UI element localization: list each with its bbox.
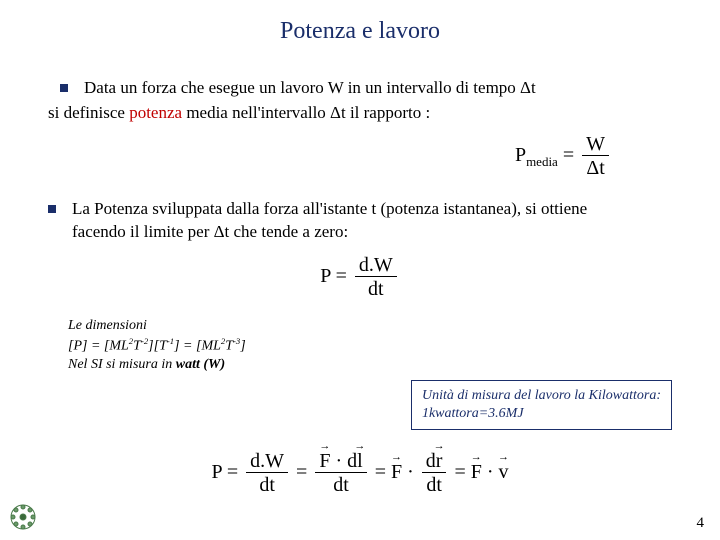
- bullet-icon: [48, 205, 56, 213]
- f1-sub: media: [526, 154, 558, 169]
- f3-f3d: dt: [422, 473, 447, 497]
- f2-lhs: P =: [320, 265, 352, 287]
- formula-chain: P = d.Wdt = →F · d→ldt = →F · d→rdt = →F…: [0, 450, 720, 497]
- f3-f2d: dt: [315, 473, 366, 497]
- vec-l: l: [357, 450, 363, 472]
- dims-l3: Nel SI si misura in watt (W): [68, 356, 672, 375]
- slide: Potenza e lavoro Data un forza che esegu…: [0, 0, 720, 540]
- vec-F3: F: [471, 461, 482, 483]
- f3-dot3: ·: [482, 461, 499, 483]
- dims-si: Nel SI si misura in: [68, 357, 176, 372]
- f2-den: dt: [355, 277, 397, 301]
- dims-t: ]: [240, 338, 245, 353]
- vec-r: r: [436, 450, 443, 472]
- f3-dot: · d: [330, 450, 357, 472]
- unit-l1: Unità di misura del lavoro la Kilowattor…: [422, 387, 661, 405]
- vec-F2: F: [391, 461, 402, 483]
- vec-v: v: [499, 461, 509, 483]
- dims-l2: [P] = [ML2T-2][T-1] = [ML2T-3]: [68, 336, 672, 357]
- f1-lhs: P: [515, 144, 526, 166]
- f3-f3n: d→r: [422, 450, 447, 473]
- p2-line1: La Potenza sviluppata dalla forza all'is…: [72, 198, 587, 221]
- f3-f1d: dt: [246, 473, 288, 497]
- f3-eq1: =: [291, 461, 312, 483]
- logo-icon: [8, 502, 38, 532]
- d: d: [426, 450, 436, 472]
- formula-p-inst: P = d.Wdt: [48, 254, 672, 301]
- p1-potenza: potenza: [129, 103, 182, 122]
- dims-t: ][T: [148, 338, 167, 353]
- dims-s: -1: [167, 336, 174, 346]
- dims-t: T: [133, 338, 141, 353]
- dims-t: ] = [ML: [174, 338, 221, 353]
- dims-t: T: [225, 338, 233, 353]
- f1-den: Δt: [582, 156, 609, 180]
- formula-pmedia: Pmedia = WΔt: [48, 133, 612, 180]
- bullet-icon: [60, 84, 68, 92]
- f1-eq: =: [558, 144, 579, 166]
- f3-eq3: =: [449, 461, 470, 483]
- p2-line2: facendo il limite per Δt che tende a zer…: [72, 221, 587, 244]
- paragraph-1: Data un forza che esegue un lavoro W in …: [48, 77, 672, 125]
- vec-F: F: [319, 450, 330, 472]
- p1-line2a: si definisce: [48, 103, 129, 122]
- paragraph-2: La Potenza sviluppata dalla forza all'is…: [48, 198, 672, 244]
- unit-box: Unità di misura del lavoro la Kilowattor…: [411, 380, 672, 430]
- f3-eq2: =: [370, 461, 391, 483]
- f3-f2n: →F · d→l: [315, 450, 366, 473]
- dims-watt: watt (W): [176, 357, 225, 372]
- dimensions-block: Le dimensioni [P] = [ML2T-2][T-1] = [ML2…: [68, 317, 672, 375]
- f3-dot2: ·: [402, 461, 419, 483]
- f3-f1n: d.W: [246, 450, 288, 473]
- unit-l2: 1kwattora=3.6MJ: [422, 405, 661, 423]
- f2-num: d.W: [355, 254, 397, 277]
- f1-num: W: [582, 133, 609, 156]
- dims-l1: Le dimensioni: [68, 317, 672, 336]
- page-title: Potenza e lavoro: [48, 18, 672, 45]
- dims-t: [P] = [ML: [68, 338, 129, 353]
- page-number: 4: [697, 515, 705, 532]
- p1-line1: Data un forza che esegue un lavoro W in …: [84, 77, 536, 100]
- p1-line2c: media nell'intervallo Δt il rapporto :: [182, 103, 430, 122]
- f3-P: P =: [211, 461, 243, 483]
